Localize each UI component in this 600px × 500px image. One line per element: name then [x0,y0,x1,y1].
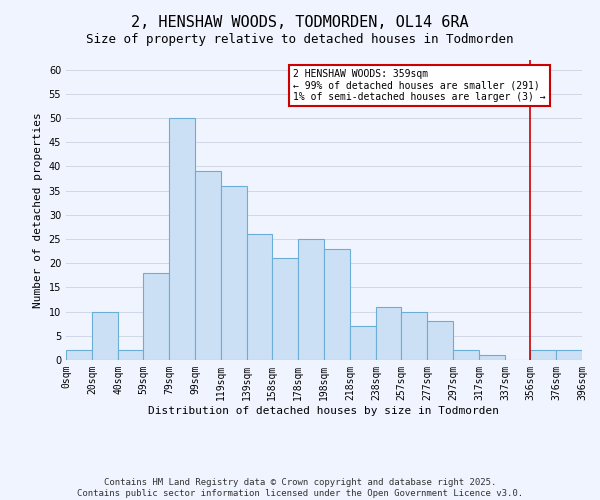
Bar [479,355,505,360]
Bar [195,172,221,360]
Text: 2, HENSHAW WOODS, TODMORDEN, OL14 6RA: 2, HENSHAW WOODS, TODMORDEN, OL14 6RA [131,15,469,30]
Text: 2 HENSHAW WOODS: 359sqm
← 99% of detached houses are smaller (291)
1% of semi-de: 2 HENSHAW WOODS: 359sqm ← 99% of detache… [293,69,545,102]
Bar [401,312,427,360]
Bar [221,186,247,360]
Text: Size of property relative to detached houses in Todmorden: Size of property relative to detached ho… [86,32,514,46]
Bar [272,258,298,360]
Bar [324,248,350,360]
Bar [118,350,143,360]
Bar [143,273,169,360]
Bar [453,350,479,360]
Y-axis label: Number of detached properties: Number of detached properties [33,112,43,308]
Bar [169,118,195,360]
Text: Contains HM Land Registry data © Crown copyright and database right 2025.
Contai: Contains HM Land Registry data © Crown c… [77,478,523,498]
Bar [427,322,453,360]
Bar [92,312,118,360]
Bar [247,234,272,360]
Bar [556,350,582,360]
X-axis label: Distribution of detached houses by size in Todmorden: Distribution of detached houses by size … [149,406,499,415]
Bar [376,307,401,360]
Bar [350,326,376,360]
Bar [530,350,556,360]
Bar [66,350,92,360]
Bar [298,239,324,360]
